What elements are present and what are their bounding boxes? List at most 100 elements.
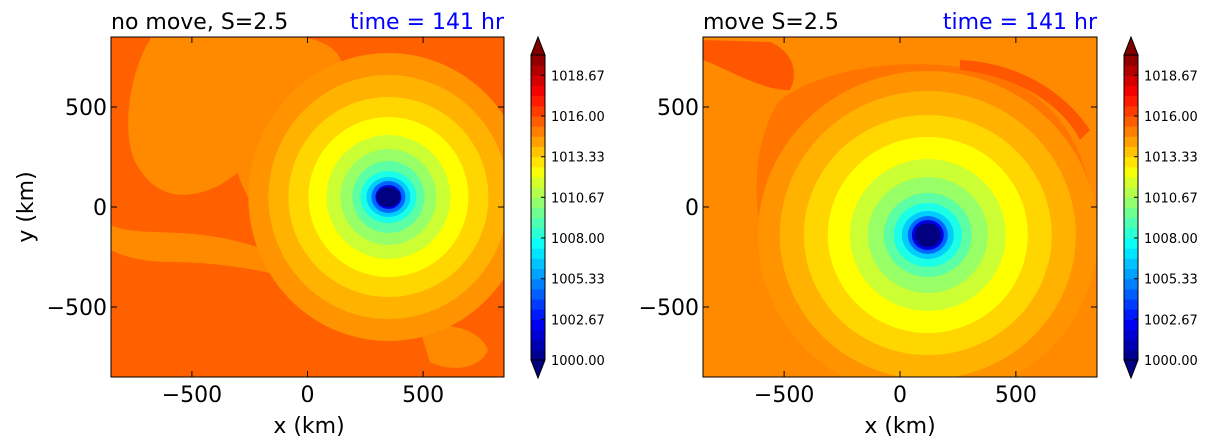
colorbar-segment [1124, 65, 1138, 76]
colorbar-tick-label: 1018.67 [551, 69, 605, 84]
colorbar-segment [1124, 146, 1138, 158]
colorbar-segment [1124, 116, 1138, 127]
colorbar-segment [531, 238, 545, 249]
colorbar-segment [1124, 288, 1138, 300]
colorbar-segment [531, 349, 545, 361]
left-panel: no move, S=2.5 time = 141 hr −500 0 500 −5… [14, 10, 605, 439]
colorbar-tick-label: 1008.00 [551, 232, 605, 247]
pressure-field [111, 37, 504, 377]
colorbar-segment [1124, 136, 1138, 147]
colorbar-segment [531, 299, 545, 310]
colorbar-segment [1124, 319, 1138, 330]
y-tick-label: −500 [47, 296, 107, 321]
right-plot-area [702, 36, 1098, 378]
colorbar-segment [1124, 156, 1138, 168]
x-tick-label: 0 [893, 383, 907, 408]
colorbar-segment [1124, 177, 1138, 188]
colorbar-segment [531, 248, 545, 259]
left-x-ticks: −500 0 500 [162, 37, 444, 408]
colorbar-segment [531, 95, 545, 107]
right-panel: move S=2.5 time = 141 hr −500 0 500 −500 0 5… [639, 10, 1198, 439]
colorbar-segment [531, 55, 545, 66]
colorbar-tick-label: 1000.00 [551, 354, 605, 369]
right-panel-time-label: time = 141 hr [943, 10, 1098, 35]
y-tick-label: 0 [93, 196, 107, 221]
colorbar-segment [531, 258, 545, 269]
x-tick-label: 0 [301, 383, 315, 408]
left-x-axis-label: x (km) [273, 414, 344, 439]
colorbar-segment [531, 177, 545, 188]
colorbar-segment [531, 65, 545, 76]
colorbar-tick-label: 1013.33 [551, 151, 605, 166]
left-panel-title: no move, S=2.5 [111, 10, 288, 35]
colorbar-tick-label: 1008.00 [1144, 232, 1198, 247]
colorbar-tick-label: 1002.67 [551, 313, 605, 328]
colorbar-segment [1124, 126, 1138, 137]
right-y-ticks: −500 0 500 [639, 96, 1097, 321]
colorbar-frame [1123, 54, 1139, 361]
x-tick-label: 500 [995, 383, 1037, 408]
left-colorbar: 1000.00 1002.67 1005.33 1008.00 1010.67 1013.… [530, 35, 605, 380]
colorbar-segment [1124, 268, 1138, 280]
left-panel-time-label: time = 141 hr [350, 10, 505, 35]
colorbar-segment [531, 309, 545, 320]
y-tick-label: 500 [657, 96, 699, 121]
colorbar-tick-label: 1016.00 [1144, 110, 1198, 125]
colorbar-segment [1124, 95, 1138, 107]
colorbar-segment [531, 105, 545, 117]
colorbar-tick-label: 1002.67 [1144, 313, 1198, 328]
colorbar-segment [531, 207, 545, 219]
colorbar-segment [1124, 85, 1138, 97]
colorbar-segment [1124, 227, 1138, 239]
colorbar-frame [530, 54, 546, 361]
pressure-contour [376, 187, 401, 207]
x-tick-label: −500 [162, 383, 222, 408]
colorbar-segment [1124, 197, 1138, 208]
colorbar-segment [531, 85, 545, 97]
colorbar-segment [1124, 248, 1138, 259]
colorbar-tick-label: 1016.00 [551, 110, 605, 125]
colorbar-segment [1124, 309, 1138, 320]
colorbar-segment [531, 288, 545, 300]
colorbar-segment [1124, 187, 1138, 198]
colorbar-segment [1124, 329, 1138, 341]
y-tick-label: −500 [639, 296, 699, 321]
colorbar-segment [1124, 217, 1138, 229]
colorbar-segment [531, 146, 545, 158]
colorbar-segment [1124, 349, 1138, 361]
colorbar-segment [531, 278, 545, 290]
colorbar-segment [531, 268, 545, 280]
colorbar-segment [531, 126, 545, 137]
y-tick-label: 0 [685, 196, 699, 221]
colorbar-segment [1124, 238, 1138, 249]
colorbar-segment [1124, 278, 1138, 290]
colorbar-segment [531, 217, 545, 229]
colorbar-tick-label: 1010.67 [1144, 191, 1198, 206]
colorbar-tick-label: 1010.67 [551, 191, 605, 206]
colorbar-segment [1124, 299, 1138, 310]
x-tick-label: 500 [402, 383, 444, 408]
left-y-ticks: −500 0 500 [47, 96, 504, 321]
colorbar-segment [531, 197, 545, 208]
y-tick-label: 500 [65, 96, 107, 121]
colorbar-tick-label: 1000.00 [1144, 354, 1198, 369]
colorbar-segment [531, 116, 545, 127]
field-patch [703, 40, 794, 90]
pressure-contour [914, 223, 941, 247]
colorbar-extend-max [1123, 35, 1139, 56]
colorbar-tick-label: 1018.67 [1144, 69, 1198, 84]
colorbar-segment [531, 339, 545, 351]
colorbar-tick-label: 1005.33 [1144, 273, 1198, 288]
colorbar-segment [531, 227, 545, 239]
colorbar-segment [531, 166, 545, 178]
right-panel-title: move S=2.5 [703, 10, 839, 35]
right-colorbar: 1000.00 1002.67 1005.33 1008.00 1010.67 1013.… [1123, 35, 1198, 380]
colorbar-segment [1124, 258, 1138, 269]
x-tick-label: −500 [754, 383, 814, 408]
colorbar-segment [1124, 339, 1138, 351]
colorbar-segment [1124, 207, 1138, 219]
colorbar-tick-label: 1013.33 [1144, 151, 1198, 166]
colorbar-segment [1124, 105, 1138, 117]
colorbar-tick-label: 1005.33 [551, 273, 605, 288]
